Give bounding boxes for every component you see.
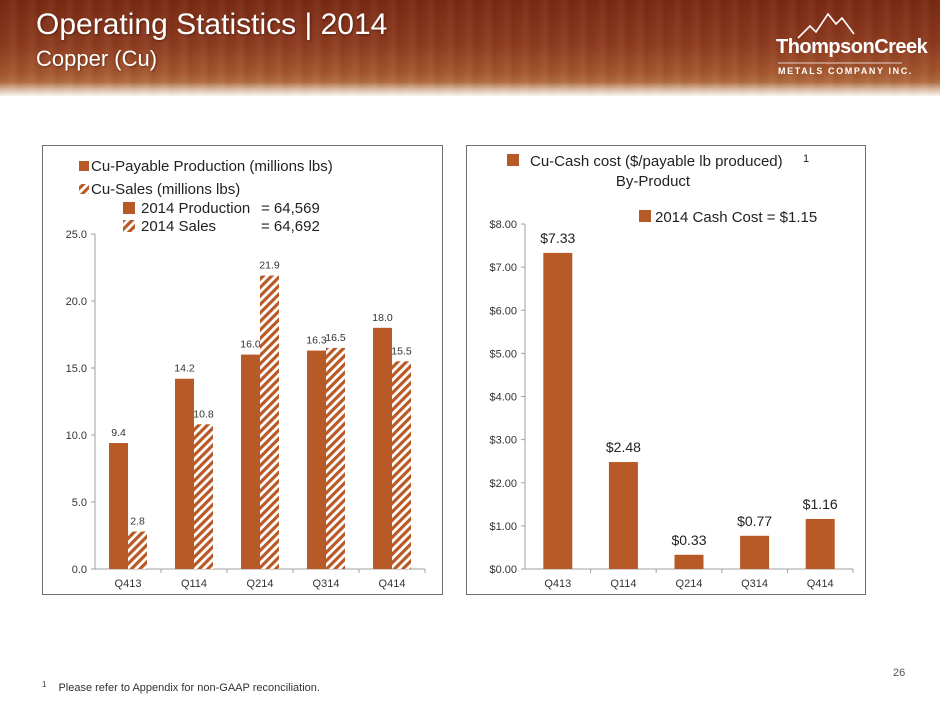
annotation-production-label: 2014 Production (141, 200, 250, 217)
sales-data-label: 16.5 (325, 332, 346, 344)
production-sales-chart-panel: 0.0 5.0 10.0 15.0 20.0 25.0 Q413 9.4 2.8 Q114 14.2… (42, 145, 443, 595)
annotation-production-value: = 64,569 (261, 200, 320, 217)
y-tick-label: $7.00 (489, 262, 517, 274)
x-tick-label: Q314 (313, 578, 340, 590)
cash-cost-bar (674, 554, 704, 569)
x-tick-label: Q413 (115, 578, 142, 590)
y-tick-label: 5.0 (72, 497, 87, 509)
legend-production-swatch (79, 161, 89, 171)
legend-sales-label: Cu-Sales (millions lbs) (91, 181, 240, 198)
sales-bar (260, 275, 279, 569)
y-tick-label: $3.00 (489, 435, 517, 447)
y-tick-label: 15.0 (66, 363, 87, 375)
production-data-label: 18.0 (372, 312, 393, 324)
mountain-logo-icon (778, 12, 902, 64)
footnote: 1 Please refer to Appendix for non-GAAP r… (42, 680, 320, 694)
cash-cost-data-label: $1.16 (803, 496, 838, 512)
y-tick-label: $8.00 (489, 219, 517, 231)
cash-cost-bar (608, 462, 638, 569)
cash-cost-bar (543, 252, 573, 570)
page-number: 26 (893, 667, 906, 679)
annotation-sales-swatch (123, 220, 135, 232)
production-data-label: 14.2 (174, 363, 195, 375)
sales-bar (128, 531, 147, 569)
y-tick-label: $4.00 (489, 392, 517, 404)
cash-cost-data-label: $7.33 (540, 230, 575, 246)
x-tick-label: Q414 (807, 578, 834, 590)
y-tick-label: 10.0 (66, 430, 87, 442)
page-title: Operating Statistics | 2014 (36, 8, 388, 41)
x-tick-label: Q413 (544, 578, 571, 590)
legend-cash-cost-label: Cu-Cash cost ($/payable lb produced) (530, 153, 783, 170)
cash-cost-data-label: $0.77 (737, 513, 772, 529)
annotation-production-swatch (123, 202, 135, 214)
wood-texture (0, 0, 940, 96)
x-tick-label: Q314 (741, 578, 768, 590)
legend-sales-swatch (79, 184, 89, 194)
sales-data-label: 10.8 (193, 408, 214, 420)
y-tick-label: $6.00 (489, 305, 517, 317)
production-sales-chart: 0.0 5.0 10.0 15.0 20.0 25.0 Q413 9.4 2.8 Q114 14.2… (66, 158, 426, 590)
y-tick-label: 25.0 (66, 229, 87, 241)
sales-bar (326, 347, 345, 569)
production-bar (307, 350, 326, 569)
production-data-label: 16.0 (240, 339, 261, 351)
production-bar (373, 327, 392, 569)
production-data-label: 16.3 (306, 335, 327, 347)
production-bar (175, 378, 194, 569)
y-tick-label: 0.0 (72, 564, 87, 576)
footnote-text: Please refer to Appendix for non-GAAP re… (58, 682, 320, 694)
logo-wordmark: ThompsonCreek (776, 36, 928, 58)
sales-data-label: 21.9 (259, 260, 280, 272)
cash-cost-data-label: $2.48 (606, 439, 641, 455)
y-tick-label: $1.00 (489, 521, 517, 533)
logo-tagline: METALS COMPANY INC. (778, 66, 913, 76)
footnote-marker: 1 (42, 680, 47, 689)
header-banner (0, 0, 940, 96)
x-tick-label: Q414 (379, 578, 406, 590)
cash-cost-data-label: $0.33 (671, 532, 706, 548)
annotation-cash-cost-swatch (639, 210, 651, 222)
x-tick-label: Q114 (610, 578, 636, 590)
legend-production-label: Cu-Payable Production (millions lbs) (91, 158, 333, 175)
y-tick-label: $0.00 (489, 564, 517, 576)
x-tick-label: Q214 (247, 578, 274, 590)
y-tick-label: $5.00 (489, 348, 517, 360)
cash-cost-bar (805, 518, 835, 569)
annotation-sales-label: 2014 Sales (141, 218, 216, 235)
cash-cost-chart: $0.00 $1.00 $2.00 $3.00 $4.00 $5.00 $6.00 $7.00… (489, 153, 854, 590)
production-bar (241, 354, 260, 569)
cash-cost-chart-panel: $0.00 $1.00 $2.00 $3.00 $4.00 $5.00 $6.00 $7.00… (466, 145, 866, 595)
production-data-label: 9.4 (111, 427, 126, 439)
header-fade (0, 82, 940, 96)
legend-footnote-marker: 1 (803, 153, 809, 165)
cash-cost-bar (740, 535, 770, 569)
sales-bar (194, 424, 213, 569)
legend-cash-cost-swatch (507, 154, 519, 166)
sales-data-label: 2.8 (130, 515, 145, 527)
page-subtitle: Copper (Cu) (36, 46, 158, 71)
y-tick-label: 20.0 (66, 296, 87, 308)
sales-data-label: 15.5 (391, 345, 412, 357)
x-tick-label: Q214 (676, 578, 703, 590)
production-bar (109, 443, 128, 569)
annotation-cash-cost-label: 2014 Cash Cost = $1.15 (655, 209, 817, 226)
annotation-sales-value: = 64,692 (261, 218, 320, 235)
x-tick-label: Q114 (181, 578, 207, 590)
legend-by-product-label: By-Product (616, 173, 691, 190)
y-tick-label: $2.00 (489, 478, 517, 490)
sales-bar (392, 361, 411, 569)
